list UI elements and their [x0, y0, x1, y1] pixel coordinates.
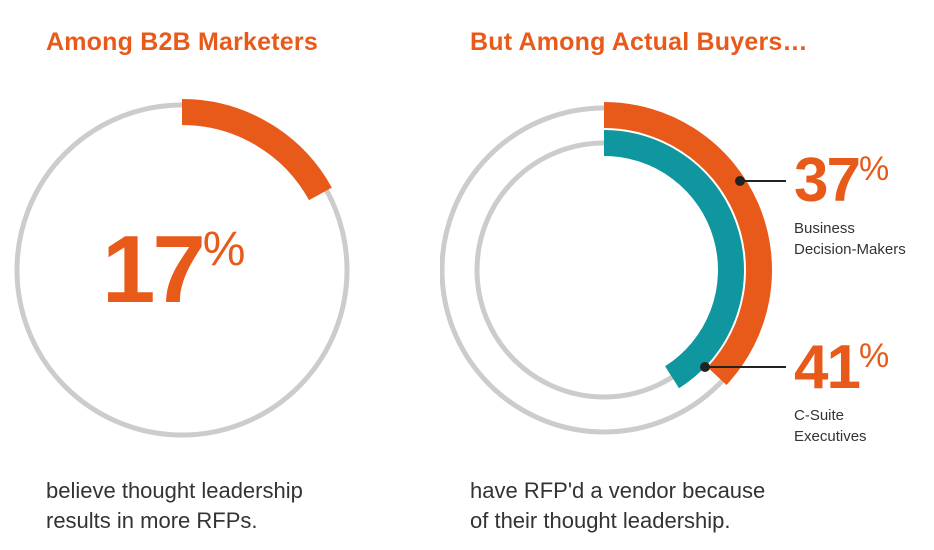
inner-ring-value-arc — [603, 130, 744, 389]
caption-line: results in more RFPs. — [46, 508, 258, 533]
panel-title: But Among Actual Buyers… — [470, 28, 808, 56]
panel-caption: have RFP'd a vendor because of their tho… — [470, 476, 830, 536]
callout-label: Business Decision-Makers — [794, 218, 906, 260]
caption-line: of their thought leadership. — [470, 508, 731, 533]
donut-chart-marketers — [14, 99, 350, 438]
callout-business-decision-makers: 37% Business Decision-Makers — [794, 150, 906, 260]
caption-line: believe thought leadership — [46, 478, 303, 503]
percent-value: 17% — [102, 222, 245, 318]
callout-percent-number: 37 — [794, 146, 861, 215]
callout-percent-symbol: % — [858, 150, 890, 188]
callout-percent-number: 41 — [794, 333, 861, 402]
callout-percent: 37% — [794, 150, 906, 212]
callout-label-line: C-Suite — [794, 407, 845, 424]
panel-caption: believe thought leadership results in mo… — [46, 476, 386, 536]
donut-chart-buyers — [440, 102, 786, 435]
callout-c-suite-executives: 41% C-Suite Executives — [794, 337, 889, 447]
percent-number: 17 — [102, 216, 206, 323]
panel-b2b-marketers: Among B2B Marketers 17% believe thought … — [0, 0, 440, 550]
caption-line: have RFP'd a vendor because — [470, 478, 766, 503]
panel-actual-buyers: But Among Actual Buyers… 37% Business De… — [440, 0, 934, 550]
leader-dot-2 — [700, 362, 710, 372]
callout-label: C-Suite Executives — [794, 405, 889, 447]
leader-dot-1 — [735, 176, 745, 186]
panel-title: Among B2B Marketers — [46, 28, 318, 56]
callout-percent: 41% — [794, 337, 889, 399]
callout-label-line: Executives — [794, 428, 867, 445]
percent-symbol: % — [202, 223, 246, 276]
callout-percent-symbol: % — [858, 337, 890, 375]
outer-ring-value-arc — [603, 102, 772, 385]
callout-label-line: Decision-Makers — [794, 241, 906, 258]
callout-label-line: Business — [794, 220, 855, 237]
ring-value-arc — [181, 99, 332, 201]
